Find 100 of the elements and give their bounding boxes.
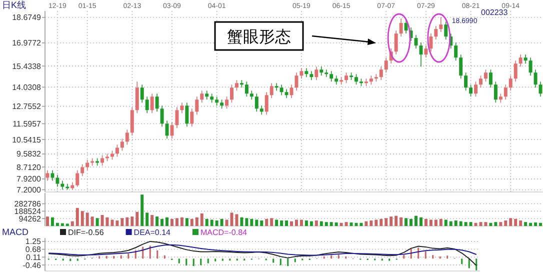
candlestick <box>538 81 542 98</box>
candlestick <box>344 72 348 84</box>
candlestick <box>474 81 478 98</box>
candlestick <box>508 75 512 92</box>
candlestick <box>140 84 144 104</box>
bar <box>499 222 502 226</box>
candlestick <box>439 16 443 32</box>
candlestick <box>185 102 189 128</box>
bar <box>509 218 512 226</box>
bar <box>504 220 508 226</box>
bar <box>156 216 159 226</box>
candlestick <box>469 84 473 98</box>
candlestick <box>284 88 288 99</box>
candlestick <box>484 69 488 82</box>
bar <box>86 212 89 226</box>
candlestick <box>354 74 358 85</box>
bar <box>489 222 492 226</box>
candlestick <box>424 45 428 58</box>
bar <box>404 218 408 226</box>
candlestick <box>86 159 90 171</box>
candlestick <box>254 93 258 112</box>
candlestick <box>274 82 278 92</box>
bar <box>140 194 144 226</box>
candlestick <box>394 30 398 55</box>
y-tick-label: 7.2000 <box>16 186 42 195</box>
bar <box>494 222 498 226</box>
y-tick-label: 8.7120 <box>16 162 42 172</box>
candlestick <box>170 122 174 140</box>
annotation: 蟹眼形态 <box>227 28 291 46</box>
bar <box>300 220 303 226</box>
bar <box>240 217 244 226</box>
candlestick <box>180 102 184 114</box>
candlestick <box>100 154 104 166</box>
candlestick <box>135 81 139 114</box>
bar <box>285 220 288 226</box>
bar <box>320 221 323 226</box>
candlestick <box>524 54 528 64</box>
bar <box>50 217 54 226</box>
candlestick <box>60 180 64 190</box>
candlestick <box>130 106 134 136</box>
candlestick <box>230 84 234 104</box>
candlestick <box>414 34 418 49</box>
bar <box>424 218 428 226</box>
bar <box>310 221 313 226</box>
bar <box>374 220 378 226</box>
bar <box>539 222 542 226</box>
bar <box>290 221 294 226</box>
bar <box>245 218 248 226</box>
line-series <box>48 240 477 266</box>
candlestick <box>498 93 502 104</box>
candlestick <box>304 68 308 78</box>
bar <box>205 218 208 226</box>
candlestick <box>46 170 50 182</box>
y-tick-label: 94262 <box>18 214 42 224</box>
bar <box>380 218 383 226</box>
bar <box>464 222 468 226</box>
y-tick-label: 10.5415 <box>12 135 42 144</box>
bar <box>46 216 49 226</box>
y-tick-label: 7.9200 <box>16 174 42 184</box>
bar <box>210 220 214 226</box>
bar <box>185 218 188 226</box>
candlestick <box>320 66 324 76</box>
bar <box>136 212 139 226</box>
bar <box>370 220 373 226</box>
bar <box>175 218 178 226</box>
bar <box>344 222 348 226</box>
candlestick <box>280 84 284 96</box>
bar <box>146 212 149 226</box>
candlestick <box>314 66 318 80</box>
candlestick <box>534 69 538 88</box>
candlestick <box>434 26 438 40</box>
bar <box>150 215 154 226</box>
bar <box>330 222 333 226</box>
bar <box>76 208 79 226</box>
candlestick <box>200 90 204 104</box>
candlestick <box>210 93 214 104</box>
bar <box>519 220 522 226</box>
bar <box>384 218 388 226</box>
bar <box>529 222 532 226</box>
bar <box>225 220 228 226</box>
candlestick <box>220 99 224 110</box>
bar <box>340 222 343 226</box>
bar <box>180 217 184 226</box>
candlestick <box>125 129 129 146</box>
candlestick <box>190 108 194 128</box>
candlestick <box>518 54 522 67</box>
bar <box>116 220 119 226</box>
bar <box>275 220 278 226</box>
bar <box>469 222 472 226</box>
y-tick-label: 9.5832 <box>16 150 42 159</box>
candlestick <box>310 70 314 80</box>
candlestick <box>404 20 408 34</box>
bar <box>390 216 393 226</box>
bar <box>414 216 418 226</box>
bar <box>96 218 99 226</box>
bar <box>60 223 64 226</box>
bar <box>110 220 114 226</box>
candlestick <box>464 72 468 92</box>
bar <box>419 217 422 226</box>
bar <box>190 218 194 226</box>
